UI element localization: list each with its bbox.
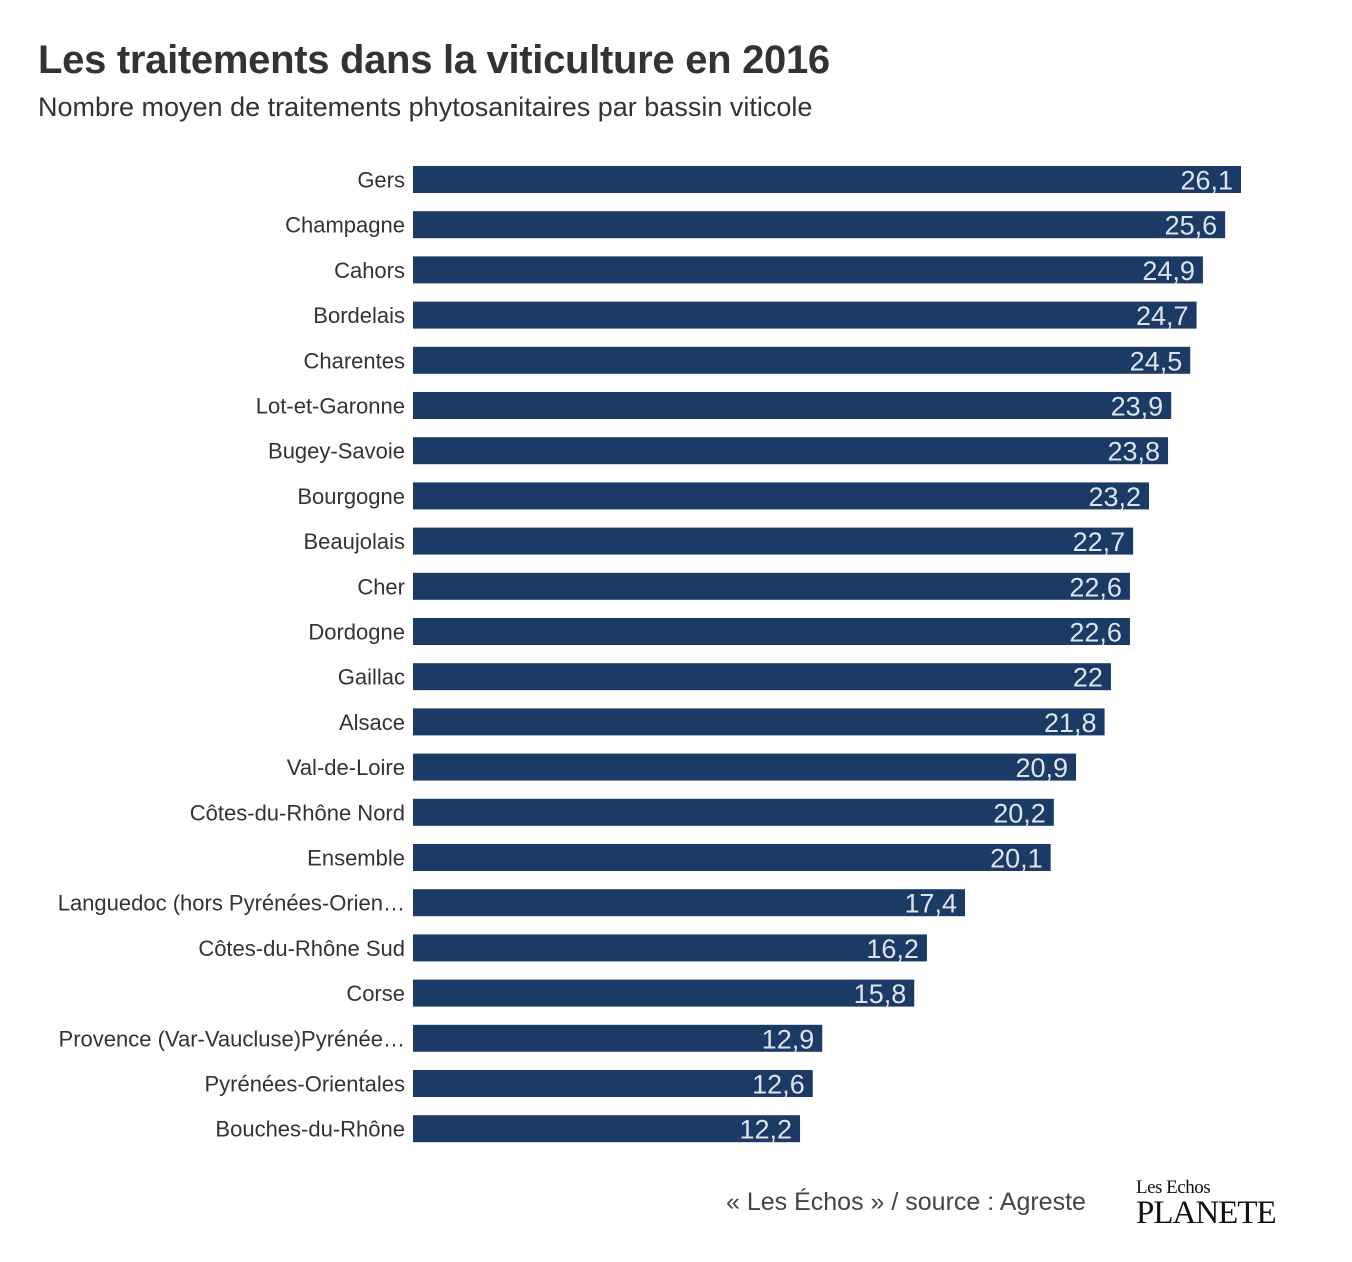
bar <box>413 798 1054 826</box>
category-label: Ensemble <box>307 846 405 871</box>
value-label: 22 <box>1073 663 1103 693</box>
category-label: Beaujolais <box>303 529 405 554</box>
value-label: 20,9 <box>1015 753 1068 783</box>
category-label: Dordogne <box>308 620 405 645</box>
bar <box>413 1115 801 1143</box>
value-label: 22,7 <box>1073 527 1126 557</box>
les-echos-planete-logo: Les Echos PLANETE <box>1136 1177 1277 1231</box>
category-label: Bordelais <box>313 303 405 328</box>
bar <box>413 301 1197 329</box>
category-label: Gaillac <box>338 665 405 690</box>
bar <box>413 166 1241 193</box>
value-label: 23,2 <box>1088 482 1141 512</box>
value-label: 22,6 <box>1069 572 1122 602</box>
source-note: « Les Échos » / source : Agreste <box>726 1188 1086 1216</box>
category-label: Alsace <box>339 710 405 735</box>
value-label: 12,9 <box>762 1024 815 1054</box>
category-label: Bourgogne <box>297 484 405 509</box>
bar <box>413 437 1169 465</box>
bar <box>413 663 1111 691</box>
bar <box>413 979 915 1007</box>
category-label: Val-de-Loire <box>287 755 405 780</box>
bar <box>413 256 1203 284</box>
bar-chart: Gers 26,1 Champagne 25,6 Cahors 24,9 Bordelais… <box>58 166 1241 1145</box>
category-label: Charentes <box>303 348 405 373</box>
bar <box>413 1070 813 1097</box>
value-label: 26,1 <box>1180 166 1233 196</box>
value-label: 12,2 <box>739 1115 792 1145</box>
bar <box>413 346 1191 374</box>
value-label: 24,5 <box>1130 346 1183 376</box>
category-label: Côtes-du-Rhône Sud <box>198 936 405 961</box>
bar <box>413 889 965 917</box>
value-label: 17,4 <box>904 889 957 919</box>
category-label: Lot-et-Garonne <box>256 394 405 419</box>
value-label: 23,9 <box>1111 392 1164 422</box>
category-label: Côtes-du-Rhône Nord <box>190 800 405 825</box>
bar <box>413 708 1105 736</box>
value-label: 25,6 <box>1165 211 1218 241</box>
category-label: Cahors <box>334 258 405 283</box>
bar <box>413 392 1172 419</box>
category-label: Languedoc (hors Pyrénées-Orien… <box>58 891 405 916</box>
category-label: Cher <box>357 574 405 599</box>
value-label: 24,7 <box>1136 301 1189 331</box>
bar <box>413 572 1130 600</box>
bar <box>413 844 1051 871</box>
value-label: 15,8 <box>854 979 907 1009</box>
bar <box>413 934 927 962</box>
logo-line1: Les Echos <box>1136 1177 1211 1198</box>
bar <box>413 753 1077 781</box>
value-label: 24,9 <box>1142 256 1195 286</box>
value-label: 16,2 <box>866 934 919 964</box>
logo-line2: PLANETE <box>1136 1195 1277 1231</box>
chart-subtitle: Nombre moyen de traitements phytosanitai… <box>38 92 813 122</box>
bar <box>413 211 1226 239</box>
value-label: 21,8 <box>1044 708 1097 738</box>
bar <box>413 527 1134 555</box>
bar <box>413 1024 823 1052</box>
category-label: Bouches-du-Rhône <box>215 1117 405 1142</box>
value-label: 22,6 <box>1069 618 1122 648</box>
category-label: Provence (Var-Vaucluse)Pyrénée… <box>59 1026 405 1051</box>
value-label: 12,6 <box>752 1070 805 1100</box>
category-label: Pyrénées-Orientales <box>204 1072 405 1097</box>
category-label: Gers <box>357 168 405 193</box>
value-label: 20,2 <box>993 798 1046 828</box>
category-label: Corse <box>346 981 405 1006</box>
chart-title: Les traitements dans la viticulture en 2… <box>38 38 830 82</box>
bar <box>413 618 1130 645</box>
category-label: Champagne <box>285 213 405 238</box>
bar <box>413 482 1149 510</box>
category-label: Bugey-Savoie <box>268 439 405 464</box>
value-label: 23,8 <box>1107 437 1160 467</box>
value-label: 20,1 <box>990 844 1043 874</box>
